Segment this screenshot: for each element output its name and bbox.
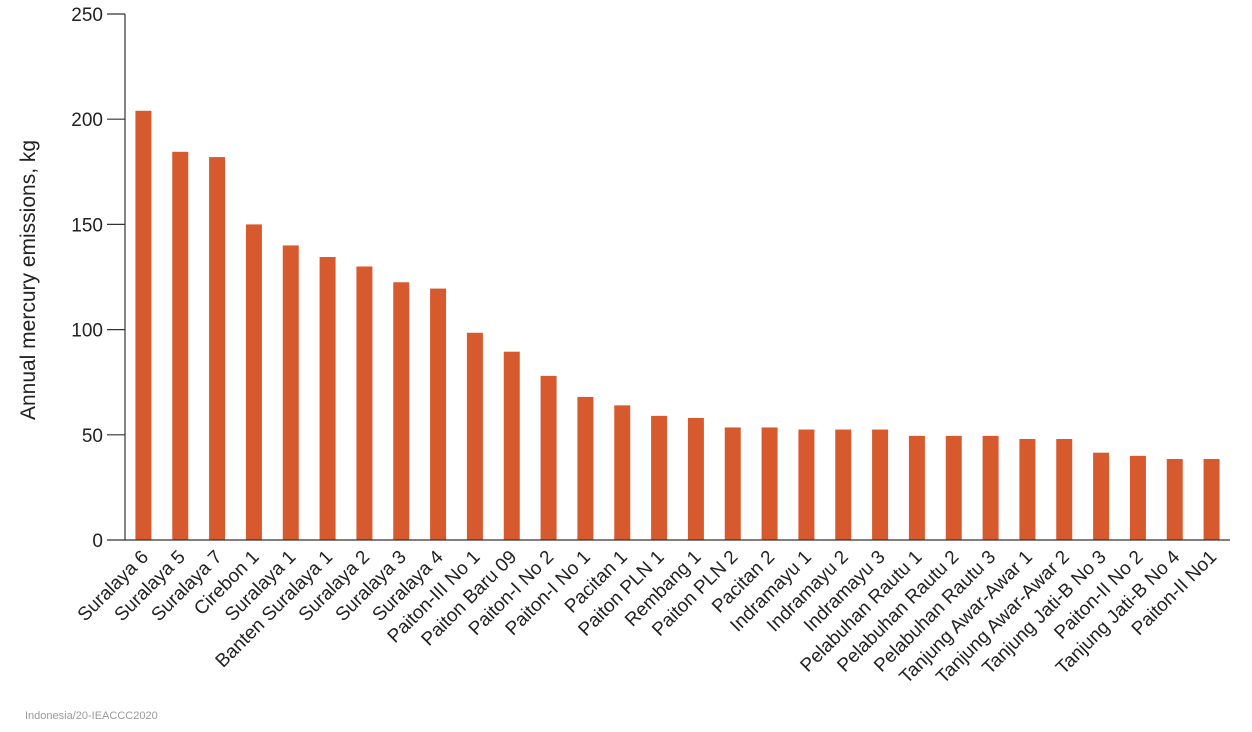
bar [651, 415, 668, 540]
bar [1093, 452, 1110, 540]
bar [1129, 455, 1146, 540]
bar [172, 151, 189, 540]
bar [209, 157, 226, 540]
bar [503, 351, 520, 540]
bar [135, 110, 152, 540]
bar [577, 396, 594, 540]
bar [466, 332, 483, 540]
bar [908, 435, 925, 540]
source-footnote: Indonesia/20-IEACCC2020 [25, 710, 158, 722]
bar [1203, 458, 1220, 540]
bar [356, 266, 373, 540]
y-tick-label: 200 [71, 110, 103, 131]
bar [761, 427, 778, 540]
bar [245, 224, 262, 540]
bar [798, 429, 815, 540]
bar [282, 245, 299, 540]
bar [430, 288, 447, 540]
bar [945, 435, 962, 540]
y-axis-title: Annual mercury emissions, kg [17, 140, 40, 420]
bar [835, 429, 852, 540]
bar [319, 257, 336, 540]
y-tick-label: 250 [71, 5, 103, 26]
bar [1166, 458, 1183, 540]
bar [724, 427, 741, 540]
bar [1019, 439, 1036, 540]
y-tick-label: 150 [71, 215, 103, 236]
y-tick-label: 100 [71, 321, 103, 342]
y-tick-label: 0 [92, 531, 103, 552]
bar [540, 375, 557, 540]
bar [687, 417, 704, 540]
y-tick-label: 50 [82, 426, 103, 447]
bars [135, 110, 1220, 540]
bar [1056, 439, 1073, 540]
bar [872, 429, 889, 540]
bar [614, 405, 631, 540]
bar [982, 435, 999, 540]
bar [393, 282, 410, 540]
y-axis-ticks: 0 50 100 150 200 250 [71, 5, 125, 552]
